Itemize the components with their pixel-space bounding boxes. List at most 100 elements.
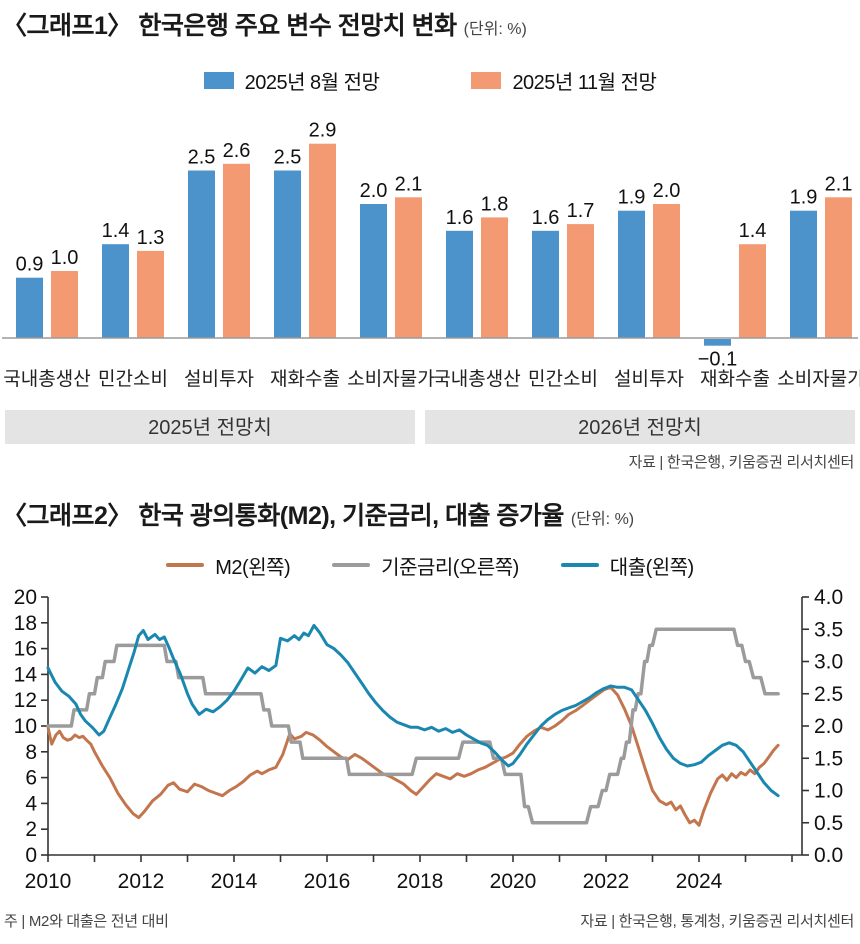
left-tick-label: 4	[25, 792, 37, 815]
left-tick-label: 0	[25, 844, 37, 867]
right-tick-label: 1.0	[814, 779, 843, 802]
bar-value-label: 2.0	[360, 180, 388, 202]
bar-value-label: 1.0	[51, 247, 79, 269]
bar-value-label: 1.7	[567, 200, 595, 222]
bar-nov-9	[825, 197, 852, 338]
bar-category-label: 소비자물가	[777, 368, 860, 390]
left-tick-label: 12	[14, 689, 37, 712]
right-tick-label: 2.5	[814, 682, 843, 705]
x-tick-label: 2024	[676, 870, 723, 893]
series-line-0	[46, 685, 780, 827]
left-tick-label: 20	[14, 586, 37, 609]
chart1-title: 〈그래프1〉 한국은행 주요 변수 전망치 변화 (단위: %)	[2, 12, 860, 41]
right-tick-label: 3.5	[814, 618, 843, 641]
legend-item-1: 2025년 11월 전망	[471, 66, 657, 95]
legend-swatch	[471, 71, 502, 89]
legend-swatch	[166, 563, 205, 567]
left-tick-label: 10	[14, 715, 37, 738]
chart2-note: 주 | M2와 대출은 전년 대비	[4, 912, 169, 930]
chart2-legend: M2(왼쪽) 기준금리(오른쪽) 대출(왼쪽)	[0, 551, 860, 580]
bar-value-label: 1.4	[739, 220, 767, 242]
bar-value-label: 1.8	[481, 193, 509, 215]
chart1-section: 〈그래프1〉 한국은행 주요 변수 전망치 변화 (단위: %) 2025년 8월…	[0, 12, 860, 472]
bar-category-label: 재화수출	[270, 368, 340, 390]
bar-nov-7	[653, 203, 680, 338]
bar-value-label: 2.6	[223, 140, 251, 162]
bar-value-label: 2.1	[825, 173, 853, 195]
right-tick-label: 3.0	[814, 650, 843, 673]
bar-value-label: 2.0	[653, 180, 681, 202]
bar-nov-6	[567, 223, 594, 338]
bar-nov-5	[481, 217, 508, 338]
bar-nov-2	[223, 163, 250, 338]
bar-value-label: 1.4	[102, 220, 130, 242]
chart1-source: 자료 | 한국은행, 키움증권 리서치센터	[628, 453, 855, 471]
x-tick-label: 2022	[583, 870, 630, 893]
bar-value-label: 1.6	[446, 207, 474, 229]
chart2-footnotes: 주 | M2와 대출은 전년 대비 자료 | 한국은행, 통계청, 키움증권 리…	[0, 904, 860, 931]
bar-value-label: 1.3	[137, 227, 165, 249]
bar-category-label: 소비자물가	[347, 368, 434, 390]
bar-category-label: 민간소비	[528, 368, 598, 390]
chart1-legend: 2025년 8월 전망 2025년 11월 전망	[0, 66, 860, 95]
bar-aug-2	[188, 170, 215, 338]
legend-swatch	[332, 563, 371, 567]
bar-category-label: 설비투자	[184, 368, 254, 390]
bar-nov-0	[51, 270, 78, 338]
bar-category-label: 설비투자	[614, 368, 684, 390]
x-tick-label: 2010	[25, 870, 72, 893]
bar-category-label: 국내총생산	[433, 368, 520, 390]
legend-label: 대출(왼쪽)	[609, 556, 694, 579]
left-tick-label: 6	[25, 766, 37, 789]
bar-aug-3	[274, 170, 301, 338]
chart2-title-text: 〈그래프2〉 한국 광의통화(M2), 기준금리, 대출 증가율	[2, 501, 564, 530]
bar-category-label: 민간소비	[98, 368, 168, 390]
bar-aug-1	[102, 243, 129, 338]
chart2-unit-label: (단위: %)	[570, 510, 635, 528]
chart1-bar-chart: 0.9 1.0 국내총생산 1.4 1.3 민간소비 2.5 2.6 설비투자 2.5 2.9 재화수…	[2, 119, 860, 444]
bar-category-label: 국내총생산	[3, 368, 90, 390]
x-tick-label: 2020	[490, 870, 537, 893]
left-tick-label: 8	[25, 740, 37, 763]
bar-value-label: 2.5	[188, 146, 216, 168]
legend-swatch	[560, 563, 599, 567]
right-tick-label: 2.0	[814, 715, 843, 738]
bar-value-label: 0.9	[16, 253, 44, 275]
bar-nov-3	[309, 143, 336, 338]
bar-nov-4	[395, 197, 422, 338]
legend-item-0: M2(왼쪽)	[166, 551, 291, 580]
bar-nov-8	[739, 243, 766, 338]
legend-label: 2025년 11월 전망	[512, 71, 657, 94]
legend-item-1: 기준금리(오른쪽)	[332, 551, 519, 580]
right-tick-label: 1.5	[814, 747, 843, 770]
bar-value-label: −0.1	[698, 348, 737, 370]
bar-aug-0	[16, 277, 43, 338]
group-label-box-1	[425, 409, 855, 444]
legend-label: M2(왼쪽)	[215, 556, 291, 579]
bar-aug-6	[532, 230, 559, 338]
left-tick-label: 18	[14, 611, 37, 634]
right-tick-label: 4.0	[814, 586, 843, 609]
bar-value-label: 2.9	[309, 119, 337, 141]
bar-aug-7	[618, 210, 645, 338]
bar-value-label: 1.9	[618, 186, 646, 208]
x-tick-label: 2012	[118, 870, 165, 893]
bar-category-label: 재화수출	[700, 368, 770, 390]
bar-value-label: 2.5	[274, 146, 302, 168]
bar-value-label: 1.6	[532, 207, 560, 229]
legend-swatch	[203, 71, 234, 89]
chart1-title-text: 〈그래프1〉 한국은행 주요 변수 전망치 변화	[2, 12, 457, 40]
group-label-box-0	[5, 409, 415, 444]
chart2-title: 〈그래프2〉 한국 광의통화(M2), 기준금리, 대출 증가율 (단위: %)	[2, 502, 860, 531]
x-tick-label: 2014	[211, 870, 258, 893]
chart1-unit-label: (단위: %)	[463, 21, 527, 38]
left-tick-label: 14	[14, 663, 38, 686]
group-label: 2025년 전망치	[148, 416, 272, 439]
right-tick-label: 0.5	[814, 811, 843, 834]
legend-item-0: 2025년 8월 전망	[203, 66, 380, 95]
chart2-source: 자료 | 한국은행, 통계청, 키움증권 리서치센터	[580, 912, 854, 930]
left-tick-label: 2	[25, 818, 37, 841]
legend-label: 2025년 8월 전망	[244, 71, 380, 94]
bar-aug-4	[360, 203, 387, 338]
